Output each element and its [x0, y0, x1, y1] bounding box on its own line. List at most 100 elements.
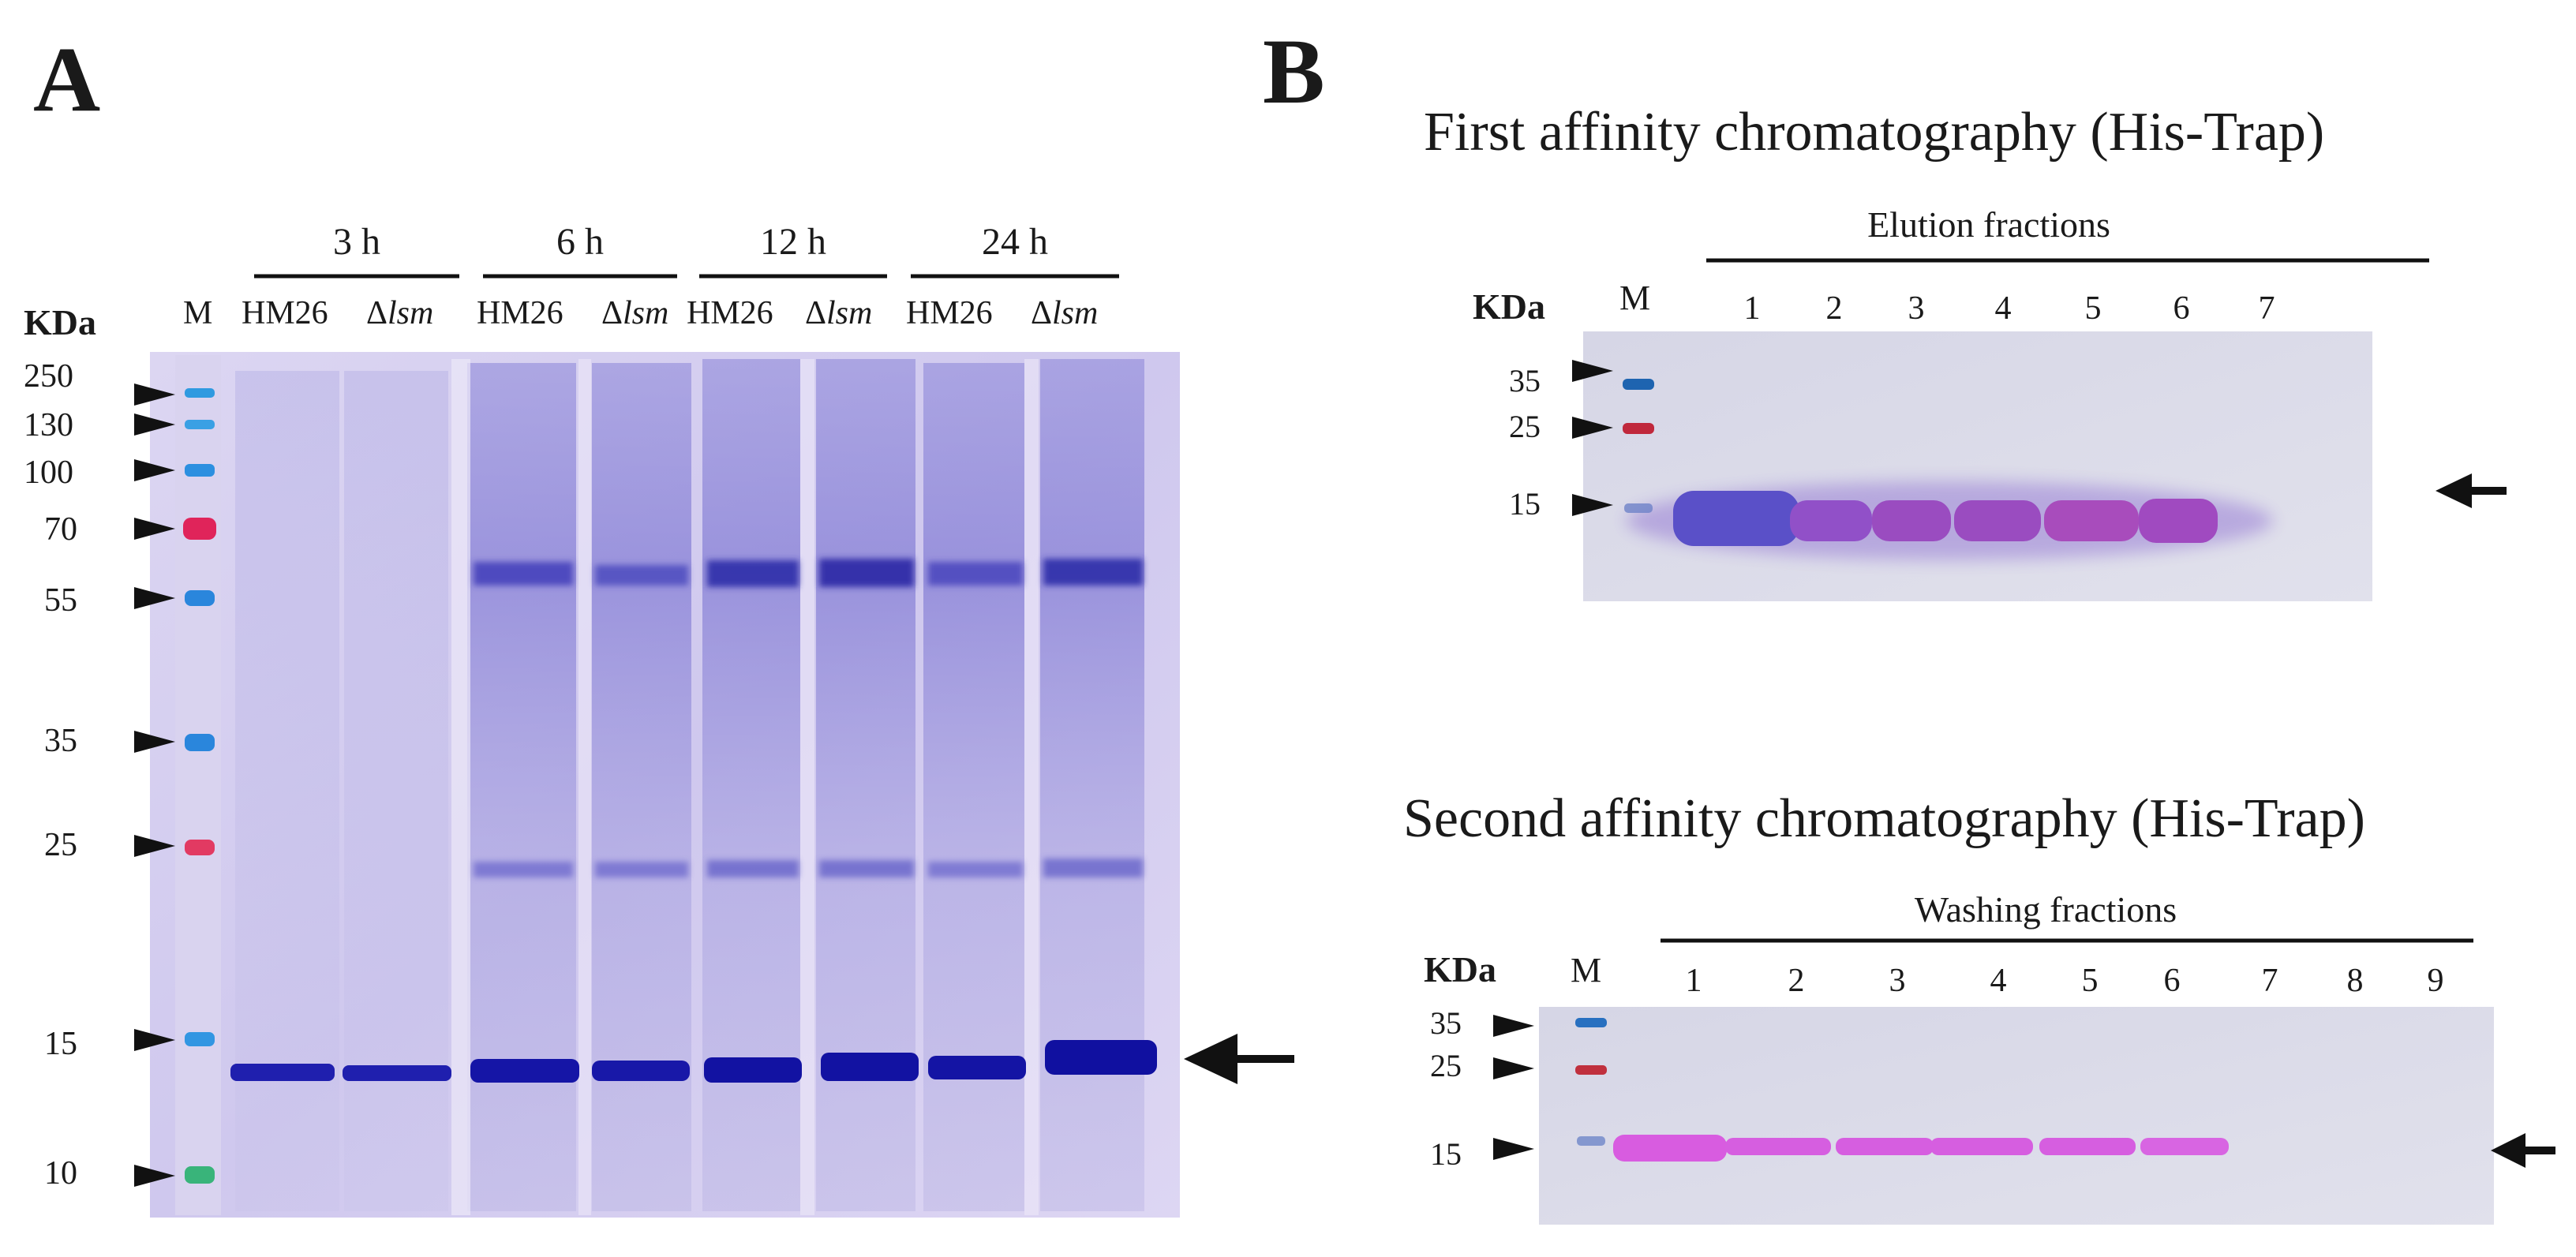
strain-label: Δlsm — [366, 295, 433, 331]
band — [474, 862, 573, 877]
target-band — [928, 1056, 1026, 1079]
mw-label: 25 — [44, 827, 77, 863]
band — [928, 862, 1023, 877]
target-band — [704, 1057, 802, 1083]
target-band — [2139, 499, 2218, 543]
band — [595, 565, 688, 585]
marker-lane-label: M — [1619, 279, 1650, 317]
band — [928, 562, 1023, 585]
target-band — [2039, 1138, 2136, 1155]
target-band — [1725, 1138, 1831, 1155]
mw-label: 10 — [44, 1155, 77, 1192]
time-group-headers: 3 h 6 h 12 h 24 h — [254, 221, 1119, 279]
sample-lane — [344, 371, 448, 1211]
pointer-triangle — [134, 383, 175, 406]
sample-lane — [592, 363, 691, 1211]
mw-scale-a: 250 130 100 70 55 35 25 15 10 — [24, 358, 175, 1192]
target-band — [2044, 500, 2139, 541]
subpanel-title: Second affinity chromatography (His-Trap… — [1403, 788, 2365, 849]
lane-numbers: 1 2 3 4 5 6 7 8 9 — [1686, 963, 2444, 999]
mw-label: 25 — [1430, 1048, 1462, 1083]
pointer-triangle — [134, 587, 175, 609]
fraction-header: Washing fractions — [1915, 889, 2177, 930]
lane-number: 3 — [1908, 290, 1925, 327]
lane-number: 6 — [2164, 963, 2181, 999]
mw-scale-b-top: 35 25 15 — [1509, 360, 1613, 522]
band — [819, 860, 914, 877]
pointer-triangle — [1572, 494, 1613, 516]
lane-gap — [578, 359, 591, 1215]
lane-number: 8 — [2347, 963, 2364, 999]
mw-label: 35 — [1430, 1005, 1462, 1041]
lane-number: 4 — [1995, 290, 2012, 327]
target-band — [1930, 1138, 2033, 1155]
ladder-band-130 — [185, 420, 215, 429]
marker-ladder — [183, 388, 216, 1184]
strain-label: HM26 — [477, 295, 564, 331]
target-band — [1954, 500, 2041, 541]
mw-label: 25 — [1509, 409, 1541, 444]
marker-lane-label: M — [183, 295, 212, 331]
pointer-triangle — [1572, 417, 1613, 439]
lane-number: 9 — [2428, 963, 2444, 999]
lane-number: 2 — [1826, 290, 1843, 327]
panel-a: A 3 h 6 h 12 h 24 h KDa M HM26 Δlsm HM26… — [24, 28, 1294, 1218]
pointer-triangle — [1493, 1138, 1534, 1160]
ladder-band-35 — [1623, 379, 1654, 390]
lane-number: 5 — [2085, 290, 2102, 327]
target-bands-top — [1626, 481, 2273, 560]
ladder-band-15 — [1577, 1136, 1605, 1146]
mw-label: 35 — [44, 723, 77, 759]
target-arrow-a — [1184, 1034, 1294, 1084]
target-band — [1045, 1040, 1157, 1075]
target-band-row — [230, 1040, 1157, 1083]
panel-b: B First affinity chromatography (His-Tra… — [1263, 20, 2555, 1225]
lane-number: 6 — [2174, 290, 2190, 327]
target-band — [343, 1065, 451, 1081]
mw-label: 55 — [44, 582, 77, 619]
target-band — [1836, 1138, 1934, 1155]
target-band — [821, 1053, 919, 1081]
lane-gap — [800, 359, 814, 1215]
ladder-band-250 — [185, 388, 215, 398]
ladder-band-15 — [1624, 503, 1653, 513]
pointer-triangle — [1572, 360, 1613, 382]
pointer-triangle — [134, 835, 175, 857]
time-group-label: 12 h — [760, 221, 826, 263]
strain-label: Δlsm — [805, 295, 872, 331]
target-arrow-b-bottom — [2491, 1133, 2555, 1168]
lane-number: 7 — [2262, 963, 2278, 999]
ladder-band-15 — [185, 1032, 215, 1046]
bands-23kda — [474, 859, 1143, 877]
subpanel-second-affinity: Second affinity chromatography (His-Trap… — [1403, 788, 2555, 1225]
target-band — [1790, 500, 1872, 541]
pointer-triangle — [134, 1165, 175, 1187]
fraction-header: Elution fractions — [1867, 204, 2110, 245]
ladder-band-35 — [185, 734, 215, 751]
sample-lane — [702, 359, 800, 1211]
kda-label: KDa — [24, 302, 96, 342]
band — [819, 559, 914, 587]
ladder-band-35 — [1575, 1018, 1607, 1027]
target-band — [1673, 491, 1799, 546]
pointer-triangle — [134, 459, 175, 481]
ladder-band-10 — [185, 1166, 215, 1184]
gel-image-b-top — [1583, 331, 2372, 601]
mw-label: 35 — [1509, 363, 1541, 398]
lane-labels: KDa M HM26 Δlsm HM26 Δlsm HM26 Δlsm HM26… — [24, 295, 1098, 342]
subpanel-first-affinity: First affinity chromatography (His-Trap)… — [1424, 102, 2507, 601]
ladder-band-25 — [1623, 423, 1654, 434]
time-group-label: 3 h — [333, 221, 380, 263]
strain-label: HM26 — [687, 295, 773, 331]
lane-number: 1 — [1744, 290, 1761, 327]
band — [1043, 559, 1143, 585]
lane-number: 3 — [1889, 963, 1906, 999]
band — [595, 862, 688, 877]
target-band — [470, 1059, 579, 1083]
kda-label: KDa — [1473, 286, 1545, 327]
lane-gap — [451, 359, 470, 1215]
target-band — [592, 1061, 690, 1081]
marker-ladder — [1575, 1018, 1607, 1146]
target-band — [2140, 1138, 2229, 1155]
